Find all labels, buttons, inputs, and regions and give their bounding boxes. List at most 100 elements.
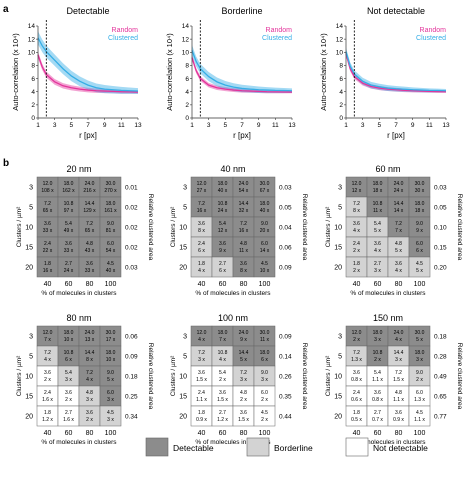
row-label: 10 [25, 225, 33, 232]
heatmap-cell [232, 176, 255, 198]
x-tick-label: 9 [257, 122, 261, 129]
cell-fold: 4 x [395, 268, 402, 274]
relative-area-value: 0.05 [279, 205, 292, 212]
heatmap-cell [408, 345, 431, 367]
x-tick-label: 7 [240, 122, 244, 129]
cell-value: 9.0 [261, 370, 268, 376]
heatmap-cell [211, 176, 234, 198]
heatmap-cell [99, 236, 122, 258]
cell-value: 12.0 [43, 330, 53, 336]
cell-fold: 9 x [240, 337, 247, 343]
cell-value: 3.6 [86, 410, 93, 416]
y-tick-label: 14 [28, 23, 36, 30]
heatmap-cell [345, 176, 368, 198]
heatmap-cell [36, 196, 59, 218]
x-tick-label: 1 [190, 122, 194, 129]
relative-area-value: 0.34 [125, 414, 138, 421]
cell-value: 12.0 [43, 181, 53, 187]
col-label: 40 [44, 281, 52, 288]
heatmap-cell [366, 325, 389, 347]
cell-fold: 6 x [219, 268, 226, 274]
cell-fold: 108 x [41, 188, 54, 194]
col-label: 100 [105, 281, 117, 288]
cell-value: 1.8 [353, 261, 360, 267]
cell-fold: 11 x [239, 248, 249, 254]
heatmap-cell [366, 176, 389, 198]
heatmap-cell [57, 385, 80, 407]
col-label: 40 [44, 430, 52, 437]
heatmap-title: 80 nm [66, 313, 91, 323]
heatmap-cell [78, 385, 101, 407]
row-label: 3 [183, 334, 187, 341]
heatmap-cell [387, 176, 410, 198]
heatmap-cell [366, 345, 389, 367]
heatmap-cell [408, 236, 431, 258]
cell-fold: 0.5 x [351, 417, 362, 423]
cell-value: 4.5 [416, 261, 423, 267]
y-tick-label: 14 [182, 23, 190, 30]
relative-area-value: 0.04 [279, 225, 292, 232]
heatmap-cell [345, 325, 368, 347]
heatmap-cell [345, 405, 368, 427]
cell-value: 18.0 [106, 350, 116, 356]
right-axis-label: Relative clustered area [147, 343, 154, 410]
cell-fold: 40 x [106, 268, 116, 274]
cell-value: 24.0 [85, 181, 95, 187]
cell-fold: 1.1 x [372, 377, 383, 383]
y-axis-label: Auto-correlation (x 10⁴) [11, 33, 20, 111]
heatmap-cell [99, 325, 122, 347]
x-tick-label: 1 [344, 122, 348, 129]
y-tick-label: 6 [31, 76, 35, 83]
cell-value: 3.6 [395, 410, 402, 416]
y-tick-label: 0 [31, 115, 35, 122]
relative-area-value: 0.02 [125, 245, 138, 252]
heatmap-cell [366, 405, 389, 427]
col-label: 60 [374, 430, 382, 437]
cell-fold: 0.9 x [393, 417, 404, 423]
heatmap-cell [345, 365, 368, 387]
cell-value: 7.2 [198, 201, 205, 207]
cell-fold: 4 x [198, 337, 205, 343]
cell-fold: 2 x [353, 268, 360, 274]
x-tick-label: 1 [36, 122, 40, 129]
heatmap-cell [36, 176, 59, 198]
heatmap-cell [345, 385, 368, 407]
heatmap-cell [408, 256, 431, 278]
heatmap-cell [36, 216, 59, 238]
cell-value: 14.4 [239, 201, 249, 207]
heatmap-cell [345, 345, 368, 367]
status-legend: Detectable Borderline Not detectable [145, 437, 428, 457]
cell-fold: 1.3 x [351, 357, 362, 363]
legend-swatch-detectable [145, 437, 169, 457]
heatmap-cell [253, 176, 276, 198]
right-axis-label: Relative clustered area [456, 194, 463, 261]
cell-fold: 3 x [374, 337, 381, 343]
heatmap-cell [78, 405, 101, 427]
cell-fold: 14 x [394, 208, 404, 214]
heatmap-cell [232, 325, 255, 347]
cell-fold: 16 x [43, 268, 53, 274]
cell-fold: 6 x [198, 248, 205, 254]
cell-value: 1.8 [44, 261, 51, 267]
heatmap-cell [366, 256, 389, 278]
heatmap-cell [99, 176, 122, 198]
x-tick-label: 11 [426, 122, 433, 129]
col-label: 80 [240, 430, 248, 437]
row-label: 20 [334, 414, 342, 421]
cell-value: 30.0 [415, 330, 425, 336]
heatmap-cell [366, 196, 389, 218]
heatmap-cell [36, 365, 59, 387]
y-tick-label: 12 [336, 36, 344, 43]
x-axis-label: % of molecules in clusters [195, 290, 271, 297]
heatmap-cell [99, 196, 122, 218]
relative-area-value: 0.06 [279, 245, 292, 252]
cell-value: 1.8 [198, 410, 205, 416]
y-tick-label: 6 [339, 76, 343, 83]
x-tick-label: 11 [272, 122, 279, 129]
heatmap-cell [232, 365, 255, 387]
cell-fold: 1.1 x [196, 397, 207, 403]
relative-area-value: 0.01 [125, 185, 138, 192]
y-tick-label: 4 [185, 89, 189, 96]
legend-entry-clustered: Clustered [108, 35, 138, 42]
cell-fold: 18 x [373, 188, 383, 194]
